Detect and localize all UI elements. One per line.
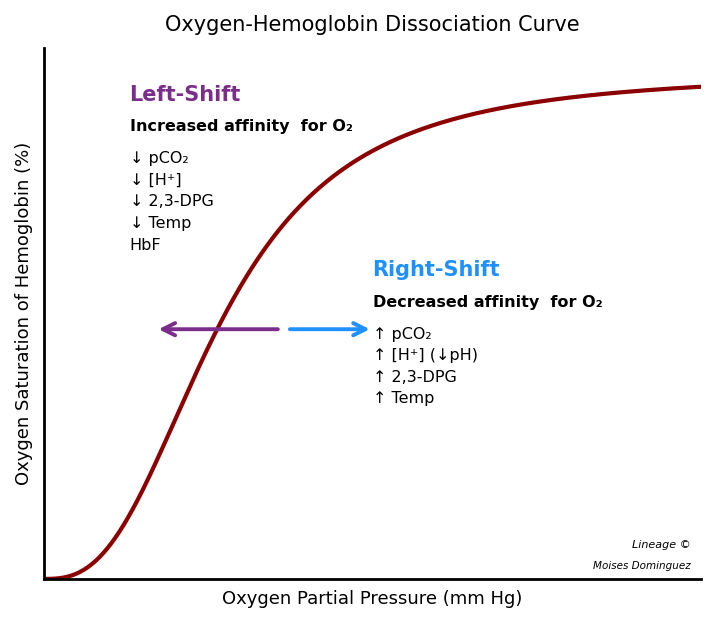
Text: Increased affinity  for O₂: Increased affinity for O₂: [130, 120, 352, 135]
Text: Right-Shift: Right-Shift: [372, 260, 500, 280]
Title: Oxygen-Hemoglobin Dissociation Curve: Oxygen-Hemoglobin Dissociation Curve: [165, 15, 580, 35]
Text: Lineage ©: Lineage ©: [632, 540, 691, 549]
Text: Decreased affinity  for O₂: Decreased affinity for O₂: [372, 295, 602, 310]
Text: ↓ pCO₂
↓ [H⁺]
↓ 2,3-DPG
↓ Temp
HbF: ↓ pCO₂ ↓ [H⁺] ↓ 2,3-DPG ↓ Temp HbF: [130, 151, 213, 253]
Y-axis label: Oxygen Saturation of Hemoglobin (%): Oxygen Saturation of Hemoglobin (%): [15, 141, 33, 485]
Text: Moises Dominguez: Moises Dominguez: [594, 561, 691, 571]
Text: ↑ pCO₂
↑ [H⁺] (↓pH)
↑ 2,3-DPG
↑ Temp: ↑ pCO₂ ↑ [H⁺] (↓pH) ↑ 2,3-DPG ↑ Temp: [372, 326, 478, 406]
X-axis label: Oxygen Partial Pressure (mm Hg): Oxygen Partial Pressure (mm Hg): [223, 590, 523, 608]
Text: Left-Shift: Left-Shift: [130, 85, 241, 105]
